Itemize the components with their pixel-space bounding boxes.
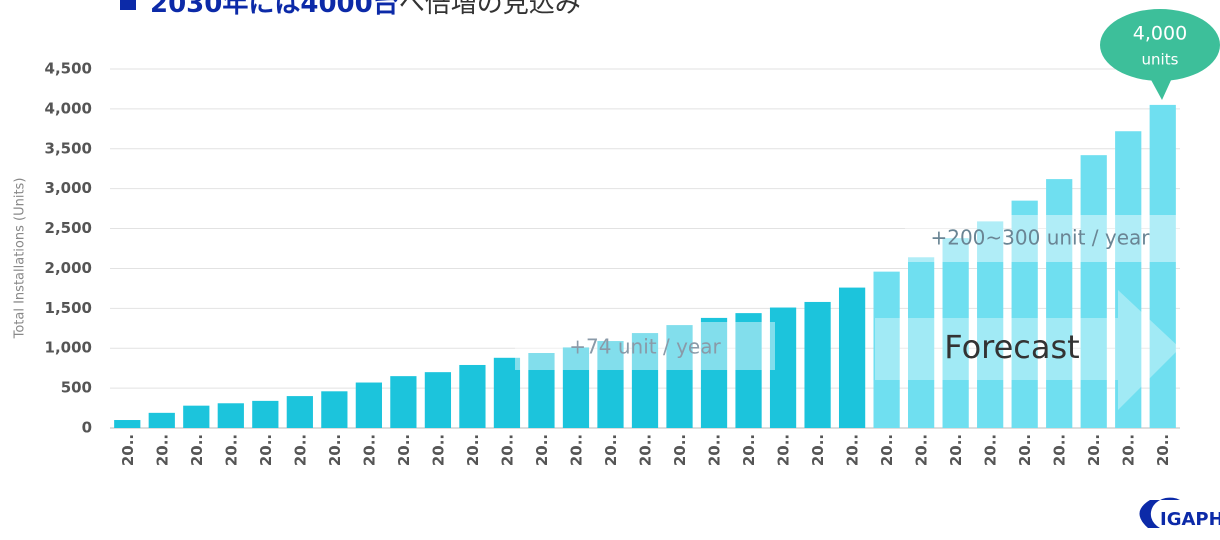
bar (977, 221, 1004, 428)
y-tick-label: 4,500 (45, 60, 92, 78)
bar (424, 372, 452, 428)
annotation: Forecast (944, 328, 1079, 366)
bar (183, 405, 210, 428)
chart-title: 2030年には4000台へ倍増の見込み (150, 0, 581, 19)
y-tick-label: 3,500 (45, 139, 92, 157)
bar (908, 257, 935, 428)
x-tick-label: 20.. (740, 434, 758, 466)
bar (286, 396, 313, 428)
bar (528, 353, 555, 428)
annotation: +200~300 unit / year (930, 226, 1150, 250)
y-tick-label: 1,500 (45, 299, 92, 317)
x-tick-label: 20.. (844, 434, 862, 466)
callout-text: units (1142, 51, 1179, 69)
callout-bubble (1100, 9, 1220, 81)
y-tick-label: 0 (82, 419, 92, 437)
bar (873, 271, 900, 428)
y-tick-label: 2,000 (45, 259, 92, 277)
x-tick-label: 20.. (498, 434, 516, 466)
bar (942, 238, 969, 428)
y-axis-label: Total Installations (Units) (13, 178, 28, 340)
bar (459, 364, 486, 428)
callout-text: 4,000 (1133, 23, 1187, 45)
x-tick-label: 20.. (326, 434, 344, 466)
bar (1080, 155, 1107, 428)
x-tick-label: 20.. (706, 434, 724, 466)
bar (700, 317, 728, 428)
growth-arrow (515, 322, 775, 370)
x-tick-label: 20.. (775, 434, 793, 466)
bar (252, 400, 279, 428)
bar (114, 420, 141, 428)
y-tick-label: 2,500 (45, 219, 92, 237)
x-tick-label: 20.. (1051, 434, 1069, 466)
bar (493, 357, 521, 428)
x-tick-label: 20.. (913, 434, 931, 466)
x-tick-label: 20.. (360, 434, 378, 466)
y-tick-label: 1,000 (45, 339, 92, 357)
bar (1046, 179, 1073, 428)
bar (666, 325, 693, 428)
title-rest: へ倍増の見込み (399, 0, 581, 19)
x-tick-label: 20.. (429, 434, 447, 466)
x-tick-label: 20.. (1085, 434, 1103, 466)
bar (1115, 131, 1142, 428)
bar (838, 287, 866, 428)
forecast-arrow (875, 290, 1180, 410)
bar (769, 307, 797, 428)
x-tick-label: 20.. (809, 434, 827, 466)
y-tick-label: 500 (61, 379, 92, 397)
x-tick-label: 20.. (947, 434, 965, 466)
bar (562, 347, 590, 428)
bar (355, 382, 382, 428)
x-tick-label: 20.. (1016, 434, 1034, 466)
x-tick-label: 20.. (464, 434, 482, 466)
y-tick-label: 3,000 (45, 179, 92, 197)
x-tick-label: 20.. (119, 434, 137, 466)
x-tick-label: 20.. (602, 434, 620, 466)
x-tick-label: 20.. (257, 434, 275, 466)
x-tick-label: 20.. (153, 434, 171, 466)
x-tick-label: 20.. (1154, 434, 1172, 466)
x-tick-label: 20.. (533, 434, 551, 466)
bar (597, 341, 624, 428)
title-bullet (120, 0, 136, 10)
logo-mark (1139, 497, 1180, 528)
bar (735, 313, 762, 428)
bar (1149, 104, 1176, 429)
x-tick-label: 20.. (982, 434, 1000, 466)
bar (631, 333, 659, 428)
bar (804, 301, 831, 428)
title-bold: 2030年には4000台 (150, 0, 399, 19)
logo: IGAPHOTO (1160, 509, 1220, 530)
bar (390, 376, 417, 428)
bar (1011, 200, 1038, 428)
x-tick-label: 20.. (878, 434, 896, 466)
x-tick-label: 20.. (222, 434, 240, 466)
x-tick-label: 20.. (671, 434, 689, 466)
annotation: +74 unit / year (569, 335, 721, 359)
bar (148, 412, 175, 428)
growth-arrow (905, 215, 1180, 262)
callout-pointer (1150, 78, 1172, 100)
x-tick-label: 20.. (567, 434, 585, 466)
x-tick-label: 20.. (637, 434, 655, 466)
x-tick-label: 20.. (291, 434, 309, 466)
x-tick-label: 20.. (395, 434, 413, 466)
x-tick-label: 20.. (1120, 434, 1138, 466)
x-tick-label: 20.. (188, 434, 206, 466)
bar (217, 403, 244, 428)
bar (321, 391, 348, 428)
y-tick-label: 4,000 (45, 99, 92, 117)
